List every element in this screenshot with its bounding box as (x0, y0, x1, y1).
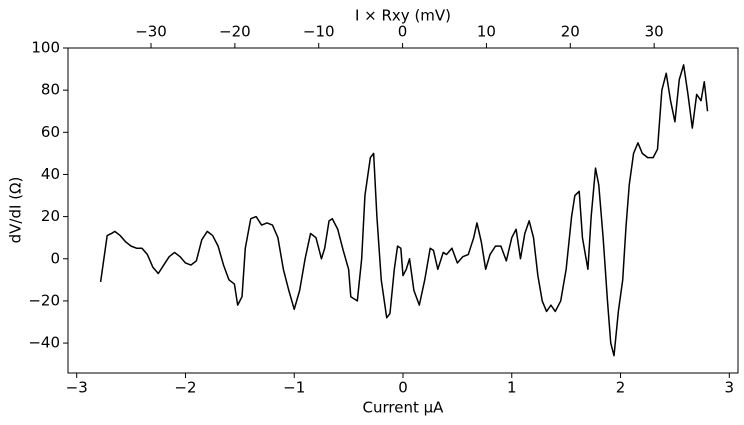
x2-tick-label: −20 (219, 23, 251, 41)
x-tick-label: −3 (66, 379, 88, 397)
plot-frame (67, 47, 739, 374)
x-tick-label: 3 (725, 379, 735, 397)
x-tick-label: 1 (507, 379, 517, 397)
y-tick-label: 20 (41, 207, 60, 225)
x2-axis-label: I × Rxy (mV) (355, 7, 451, 25)
y-axis-label: dV/dI (Ω) (7, 177, 25, 244)
x2-tick-label: 10 (477, 23, 496, 41)
x2-tick-label: −10 (303, 23, 335, 41)
x-tick-label: −2 (174, 379, 196, 397)
y-tick-label: 40 (41, 165, 60, 183)
x-axis-label: Current μA (363, 399, 445, 417)
x2-tick-label: 0 (398, 23, 408, 41)
y-tick-label: −40 (28, 334, 60, 352)
x2-tick-label: 20 (561, 23, 580, 41)
x-tick-label: 0 (398, 379, 408, 397)
y-tick-label: 80 (41, 81, 60, 99)
y-tick-label: 60 (41, 123, 60, 141)
x2-tick-label: 30 (645, 23, 664, 41)
y-tick-label: 0 (50, 249, 60, 267)
y-tick-label: 100 (31, 39, 60, 57)
data-line (99, 64, 709, 357)
x2-tick-label: −30 (135, 23, 167, 41)
y-tick-label: −20 (28, 291, 60, 309)
x-tick-label: −1 (283, 379, 305, 397)
x-tick-label: 2 (616, 379, 626, 397)
